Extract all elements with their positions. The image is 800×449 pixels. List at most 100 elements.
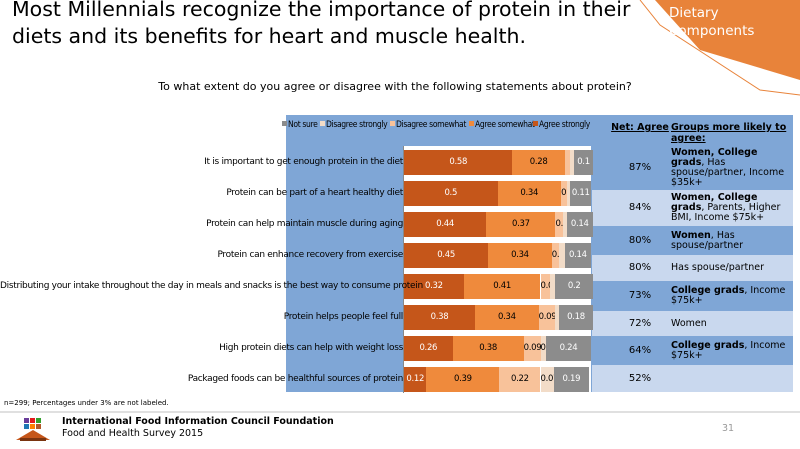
bar-segment <box>570 180 591 206</box>
bar-data-label: 0.12 <box>406 373 425 384</box>
category-label: Packaged foods can be healthful sources … <box>187 374 403 384</box>
bar-segment <box>404 211 487 237</box>
table-row-band <box>592 255 793 281</box>
bar-segment <box>404 335 453 361</box>
net-agree-value: 52% <box>628 372 652 384</box>
bar-segment <box>564 149 571 175</box>
page-number: 31 <box>722 423 735 434</box>
ific-logo-icon <box>16 418 50 441</box>
net-agree-value: 87% <box>628 162 652 173</box>
groups-rest: , Income $75k+ <box>671 339 786 361</box>
bar-segment <box>570 149 575 175</box>
bar-data-label: 0.04 <box>555 212 573 237</box>
bar-segment <box>404 273 464 299</box>
bar-data-label: 0.41 <box>493 280 512 291</box>
groups-cell: Women <box>671 317 793 329</box>
groups-bold: College grads <box>671 339 745 351</box>
bar-segment <box>555 304 560 330</box>
table-row-band <box>592 365 793 392</box>
bar-data-label: 0.39 <box>454 373 472 384</box>
groups-bold: Women <box>671 229 711 241</box>
groups-cell: Has spouse/partner <box>671 263 793 273</box>
bar-data-label: 0.38 <box>479 342 497 353</box>
category-label: Protein can help maintain muscle during … <box>206 219 403 229</box>
section-label: Dietary Components <box>669 4 754 40</box>
bar-segment <box>564 242 591 268</box>
category-label: Distributing your intake throughout the … <box>0 281 423 291</box>
groups-cell: College grads, Income $75k+ <box>671 339 793 361</box>
groups-rest: Women <box>671 317 707 329</box>
chart-legend: Not sure Disagree strongly Disagree somewh… <box>282 119 592 131</box>
bar-segment <box>404 304 476 330</box>
bar-data-label: 0.5 <box>444 187 458 198</box>
groups-cell: Women, College grads, Has spouse/partner… <box>671 148 793 188</box>
bar-data-label: 0.05 <box>541 274 559 299</box>
groups-rest: , Has spouse/partner, Income $35k+ <box>671 157 785 188</box>
bar-segment <box>499 366 541 392</box>
legend-swatch <box>469 121 474 126</box>
bar-segment <box>426 366 500 392</box>
category-label: Protein can enhance recovery from exerci… <box>217 250 403 260</box>
bar-data-label: 0.28 <box>529 156 548 167</box>
bar-data-label: 0.07 <box>540 373 559 384</box>
bar-segment <box>497 180 562 206</box>
bar-segment <box>559 304 593 330</box>
section-label-line2: Components <box>669 23 755 39</box>
category-label: High protein diets can help with weight … <box>219 343 403 353</box>
legend-label: Agree somewhat <box>475 120 535 130</box>
category-label: It is important to get enough protein in… <box>204 157 403 167</box>
net-agree-header: Net: Agree <box>611 122 669 133</box>
legend-label: Not sure <box>288 120 318 130</box>
bar-data-label: 0.38 <box>430 311 449 322</box>
groups-cell: College grads, Income $75k+ <box>671 286 793 306</box>
bar-segment <box>561 180 567 206</box>
bar-segment <box>452 335 524 361</box>
bar-segment <box>404 242 489 268</box>
bar-data-label: 0.32 <box>425 280 443 291</box>
bar-segment <box>553 366 590 392</box>
bar-data-label: 0.34 <box>511 249 529 260</box>
bar-data-label: 0.44 <box>436 218 454 229</box>
groups-rest: , Parents, Higher BMI, Income $75k+ <box>671 202 781 223</box>
bar-segment <box>555 211 563 237</box>
footnote: n=299; Percentages under 3% are not labe… <box>4 399 169 407</box>
net-agree-value: 73% <box>628 290 652 301</box>
net-agree-value: 84% <box>628 202 652 213</box>
bar-data-label: 0.22 <box>511 373 529 384</box>
bar-segment <box>555 273 593 299</box>
legend-swatch <box>282 121 287 126</box>
bar-segment <box>566 180 571 206</box>
groups-bold: Women, College grads <box>671 147 758 168</box>
legend-item: Agree somewhat <box>469 119 535 131</box>
bar-segment <box>559 242 565 268</box>
bar-segment <box>523 335 541 361</box>
legend-label: Disagree strongly <box>326 120 388 130</box>
bar-data-label: 0.45 <box>437 249 455 260</box>
bar-data-label: 0.09 <box>523 342 542 353</box>
bar-segment <box>512 149 565 175</box>
legend-swatch <box>390 121 395 126</box>
bar-data-label: 0.11 <box>571 187 590 198</box>
groups-header: Groups more likely to agree: <box>671 122 787 144</box>
legend-swatch <box>320 121 325 126</box>
bar-data-label: 0.24 <box>559 342 578 353</box>
page-title: Most Millennials recognize the importanc… <box>12 0 631 48</box>
bar-segment <box>475 304 539 330</box>
table-row-band <box>592 311 793 336</box>
legend-item: Not sure <box>282 119 318 131</box>
legend-label: Agree strongly <box>539 120 590 130</box>
footer-org: International Food Information Council F… <box>62 416 334 427</box>
bar-data-label: 0.37 <box>511 218 530 229</box>
section-label-line1: Dietary <box>669 5 719 21</box>
bar-segment <box>488 242 552 268</box>
net-agree-value: 64% <box>628 344 652 356</box>
legend-label: Disagree somewhat <box>396 120 466 130</box>
bar-data-label: 0.26 <box>419 342 438 353</box>
survey-question: To what extent do you agree or disagree … <box>158 80 632 93</box>
bar-segment <box>404 180 498 206</box>
footer-survey: Food and Health Survey 2015 <box>62 428 204 439</box>
bar-data-label: 0.58 <box>449 156 468 167</box>
legend-item: Disagree strongly <box>320 119 388 131</box>
bar-data-label: 0.09 <box>538 311 557 322</box>
bar-segment <box>404 149 513 175</box>
